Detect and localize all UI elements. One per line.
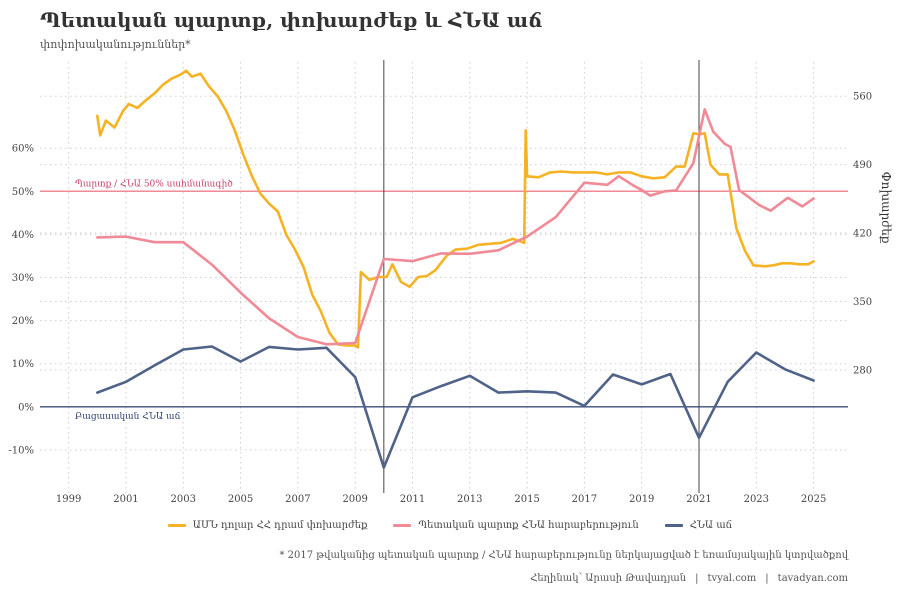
legend-swatch-gdp-growth bbox=[664, 524, 683, 527]
x-tick-label: 2021 bbox=[686, 494, 711, 505]
x-tick-label: 2005 bbox=[228, 494, 253, 505]
y-right-tick-label: 560 bbox=[853, 92, 872, 103]
legend-label-debt-ratio: Պետական պարտք ՀՆԱ հարաբերություն bbox=[418, 520, 639, 531]
y-right-axis-title: Փոխարժեք bbox=[879, 172, 893, 244]
legend-label-exchange-rate: ԱՄՆ դոլար ՀՀ դրամ փոխարժեք bbox=[192, 520, 368, 531]
y-left-tick-label: 0% bbox=[18, 402, 34, 413]
grid bbox=[40, 62, 848, 493]
legend-item-debt-ratio: Պետական պարտք ՀՆԱ հարաբերություն bbox=[393, 520, 639, 531]
x-tick-label: 2019 bbox=[629, 494, 654, 505]
y-left-tick-label: 50% bbox=[12, 187, 34, 198]
credits: Հեղինակ՝ Արասի Թավադյան | tvyal.com | tavady… bbox=[530, 573, 848, 584]
y-left-tick-label: 10% bbox=[12, 359, 34, 370]
footnote: * 2017 թվականից պետական պարտք / ՀՆԱ հարա… bbox=[279, 550, 848, 561]
x-tick-label: 2011 bbox=[400, 494, 425, 505]
x-tick-label: 2015 bbox=[514, 494, 539, 505]
reference-lines: Պարտք / ՀՆԱ 50% սահմանագիծ Բացասական ՀՆԱ … bbox=[40, 60, 848, 493]
y-right-tick-label: 280 bbox=[853, 365, 872, 376]
x-tick-label: 2009 bbox=[342, 494, 367, 505]
x-tick-label: 2013 bbox=[457, 494, 482, 505]
x-tick-label: 2003 bbox=[171, 494, 196, 505]
legend-label-gdp-growth: ՀՆԱ աճ bbox=[689, 520, 733, 531]
legend-item-gdp-growth: ՀՆԱ աճ bbox=[664, 520, 733, 531]
legend-swatch-exchange-rate bbox=[167, 524, 186, 527]
y-left-tick-label: 60% bbox=[12, 144, 34, 155]
x-tick-label: 2007 bbox=[285, 494, 310, 505]
zero-growth-label: Բացասական ՀՆԱ աճ bbox=[75, 411, 181, 422]
series-line-gdp-growth bbox=[96, 345, 815, 469]
debt-threshold-label: Պարտք / ՀՆԱ 50% սահմանագիծ bbox=[75, 178, 233, 189]
x-tick-label: 2023 bbox=[744, 494, 769, 505]
legend-swatch-debt-ratio bbox=[393, 524, 412, 527]
axes: 1999 2001 2003 2005 2007 2009 2011 2013 2015 2017… bbox=[8, 92, 893, 505]
x-tick-label: 1999 bbox=[56, 494, 81, 505]
series-lines bbox=[96, 69, 815, 469]
site-link-tvyal[interactable]: tvyal.com bbox=[707, 573, 757, 584]
y-right-tick-label: 350 bbox=[853, 297, 872, 308]
chart-subtitle: փոփոխականություններ* bbox=[40, 38, 191, 51]
y-left-tick-label: 20% bbox=[12, 316, 34, 327]
y-right-tick-label: 420 bbox=[853, 229, 872, 240]
x-tick-label: 2001 bbox=[113, 494, 138, 505]
author-credit: Հեղինակ՝ Արասի Թավադյան bbox=[530, 573, 687, 584]
x-tick-label: 2017 bbox=[572, 494, 597, 505]
y-left-tick-label: 40% bbox=[12, 230, 34, 241]
site-link-tavadyan[interactable]: tavadyan.com bbox=[777, 573, 848, 584]
y-right-tick-label: 490 bbox=[853, 160, 872, 171]
y-left-tick-label: 30% bbox=[12, 273, 34, 284]
legend: ԱՄՆ դոլար ՀՀ դրամ փոխարժեք Պետական պարտք… bbox=[0, 520, 900, 531]
x-tick-label: 2025 bbox=[801, 494, 826, 505]
series-line-debt-ratio bbox=[96, 108, 815, 346]
legend-item-exchange-rate: ԱՄՆ դոլար ՀՀ դրամ փոխարժեք bbox=[167, 520, 368, 531]
y-left-tick-label: -10% bbox=[8, 445, 34, 456]
chart-title: Պետական պարտք, փոխարժեք և ՀՆԱ աճ bbox=[40, 8, 543, 32]
